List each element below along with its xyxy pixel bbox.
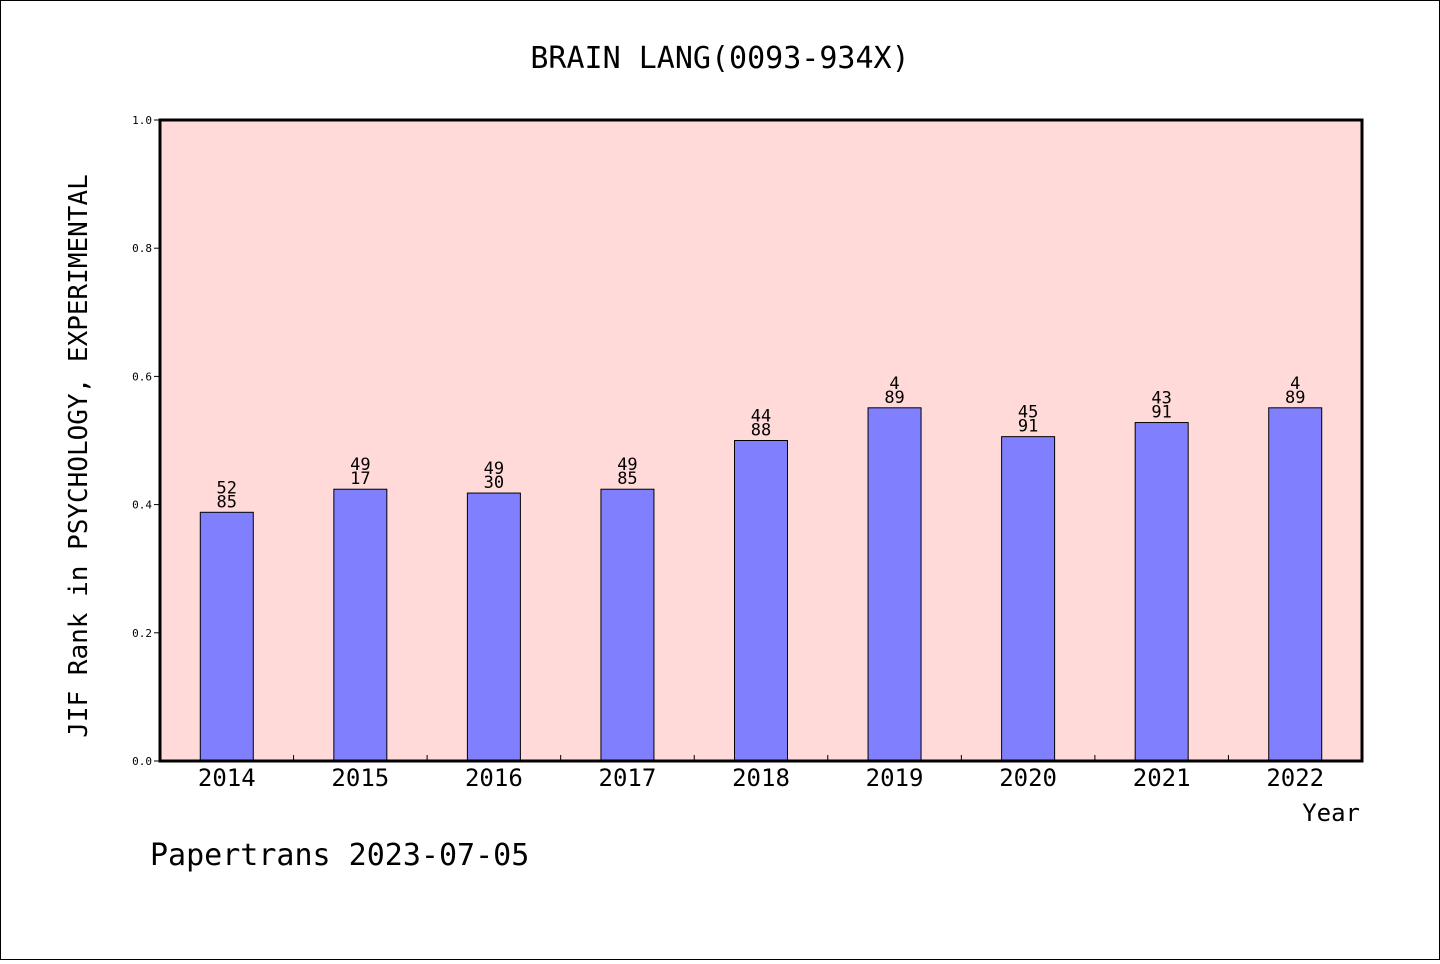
y-tick-label: 0.6: [132, 370, 152, 383]
bar-label-rank: 49: [484, 459, 504, 479]
x-tick-label: 2014: [198, 764, 256, 792]
x-tick-label: 2020: [999, 764, 1057, 792]
bar-label-rank: 43: [1151, 389, 1171, 409]
bar-label-rank: 4: [889, 374, 899, 394]
bar-label-rank: 4: [1290, 374, 1300, 394]
bar-label-total: 85: [617, 469, 637, 489]
y-axis-label: JIF Rank in PSYCHOLOGY, EXPERIMENTAL: [64, 174, 94, 738]
bar-2020: [1001, 436, 1056, 762]
bar-2018: [734, 440, 788, 762]
bar-2019: [867, 407, 922, 762]
x-axis-label: Year: [1302, 799, 1360, 827]
bar-2015: [333, 488, 388, 762]
x-tick-label: 2022: [1266, 764, 1324, 792]
x-tick-label: 2019: [866, 764, 924, 792]
y-tick-label: 0.8: [132, 242, 152, 255]
plot-border: [158, 118, 1364, 763]
bar-label-total: 85: [217, 492, 237, 512]
bar-label-rank: 44: [751, 407, 771, 427]
x-tick-label: 2018: [732, 764, 790, 792]
chart-title: BRAIN LANG(0093-934X): [530, 41, 909, 76]
bar-label-total: 30: [484, 473, 504, 493]
bar-2022: [1268, 407, 1323, 762]
x-tick-label: 2021: [1133, 764, 1191, 792]
x-axis: 2014 2015 2016 2017 2018 2019 2020 2021 2022: [198, 755, 1324, 792]
y-tick-label: 0.4: [132, 499, 152, 512]
bars: [199, 407, 1323, 762]
y-axis: 0.0 0.2 0.4 0.6 0.8 1.0: [132, 114, 160, 768]
y-tick-label: 0.2: [132, 627, 152, 640]
bar-label-rank: 49: [350, 455, 370, 475]
bar-label-total: 89: [1285, 388, 1305, 408]
y-tick-label: 0.0: [132, 755, 152, 768]
bar-2017: [600, 488, 655, 762]
bar-label-rank: 52: [217, 478, 237, 498]
x-tick-label: 2017: [599, 764, 657, 792]
footer-text: Papertrans 2023-07-05: [150, 838, 529, 873]
bar-label-rank: 45: [1018, 403, 1038, 423]
bar-label-rank: 49: [617, 455, 637, 475]
bar-2021: [1134, 422, 1189, 762]
bar-label-total: 89: [884, 388, 904, 408]
x-tick-label: 2016: [465, 764, 523, 792]
x-tick-label: 2015: [331, 764, 389, 792]
y-tick-label: 1.0: [132, 114, 152, 127]
bar-label-total: 91: [1018, 417, 1038, 437]
bar-2016: [466, 492, 521, 762]
bar-label-total: 88: [751, 421, 771, 441]
bar-2014: [199, 511, 254, 762]
bar-label-total: 91: [1151, 403, 1171, 423]
bar-label-total: 17: [350, 469, 370, 489]
